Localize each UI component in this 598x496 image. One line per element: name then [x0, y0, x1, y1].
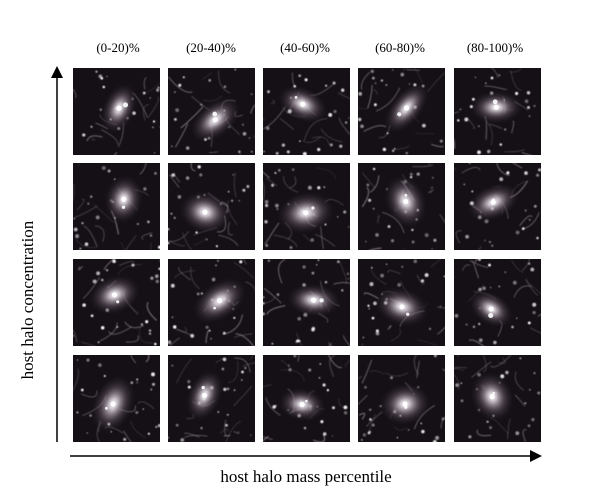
halo-image-r4-c3 [263, 355, 350, 442]
halo-image-r3-c2 [168, 259, 255, 346]
halo-image-r1-c2 [168, 68, 255, 155]
halo-image-r1-c5 [454, 68, 541, 155]
column-header-80-100: (80-100)% [466, 40, 524, 55]
halo-image-r4-c4 [358, 355, 445, 442]
halo-image-r3-c3 [263, 259, 350, 346]
halo-image-r3-c1 [73, 259, 160, 346]
halo-image-r2-c3 [263, 163, 350, 250]
halo-image-r4-c1 [73, 355, 160, 442]
halo-image-r4-c2 [168, 355, 255, 442]
y-axis-label: host halo concentration [18, 220, 37, 380]
halo-image-r1-c3 [263, 68, 350, 155]
halo-image-r3-c5 [454, 259, 541, 346]
halo-image-r1-c1 [73, 68, 160, 155]
halo-image-r2-c5 [454, 163, 541, 250]
halo-image-r1-c4 [358, 68, 445, 155]
halo-image-r2-c1 [73, 163, 160, 250]
halo-image-r2-c4 [358, 163, 445, 250]
column-header-20-40: (20-40)% [186, 40, 236, 55]
halo-image-r2-c2 [168, 163, 255, 250]
halo-image-r3-c4 [358, 259, 445, 346]
x-axis-label: host halo mass percentile [220, 467, 392, 486]
column-header-40-60: (40-60)% [280, 40, 330, 55]
column-header-0-20: (0-20)% [96, 40, 140, 55]
column-header-60-80: (60-80)% [375, 40, 425, 55]
halo-image-r4-c5 [454, 355, 541, 442]
